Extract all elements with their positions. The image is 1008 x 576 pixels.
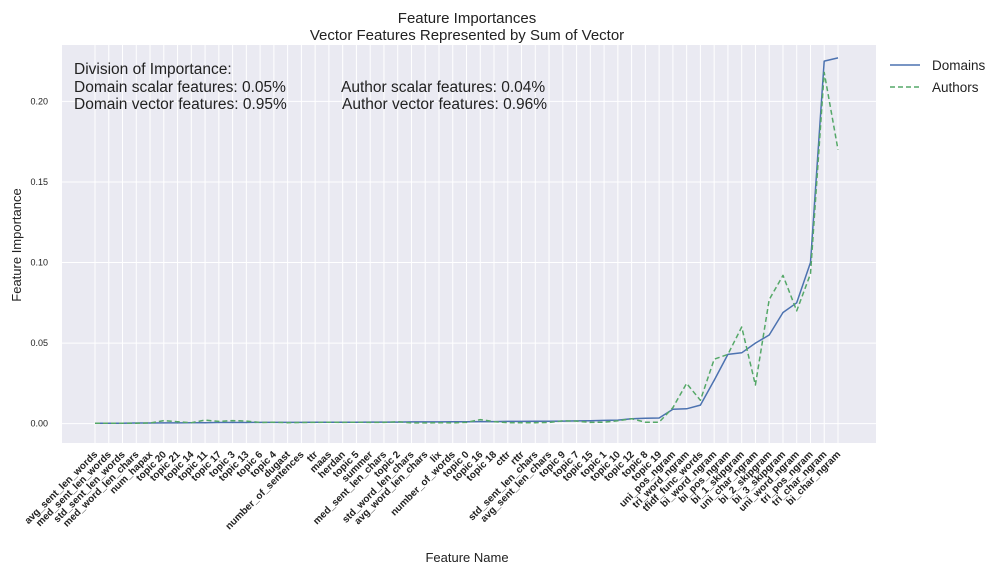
chart-subtitle: Vector Features Represented by Sum of Ve… — [310, 27, 624, 44]
chart-title: Feature Importances — [398, 10, 536, 27]
legend: Domains Authors — [890, 58, 986, 95]
grid-lines — [62, 45, 876, 443]
y-tick-labels: 0.00 0.05 0.10 0.15 0.20 — [30, 96, 48, 428]
y-tick-label: 0.00 — [30, 419, 48, 429]
annotation-domain-vector: Domain vector features: 0.95% — [74, 96, 287, 113]
annotation-heading: Division of Importance: — [74, 61, 232, 78]
x-axis-label: Feature Name — [425, 550, 508, 565]
y-tick-label: 0.20 — [30, 96, 48, 106]
annotation-author-vector: Author vector features: 0.96% — [342, 96, 547, 113]
series-lines — [95, 57, 839, 425]
series-line-authors — [95, 71, 839, 425]
annotation-domain-scalar: Domain scalar features: 0.05% — [74, 79, 286, 96]
y-tick-label: 0.15 — [30, 177, 48, 187]
y-axis-label: Feature Importance — [9, 188, 24, 301]
y-tick-label: 0.10 — [30, 258, 48, 268]
legend-label-domains: Domains — [932, 58, 986, 73]
plot-area — [62, 45, 876, 443]
y-tick-label: 0.05 — [30, 338, 48, 348]
annotation-author-scalar: Author scalar features: 0.04% — [341, 79, 545, 96]
x-tick-labels: avg_sent_len_wordsmed_sent_len_wordsstd_… — [23, 449, 843, 532]
legend-label-authors: Authors — [932, 80, 979, 95]
